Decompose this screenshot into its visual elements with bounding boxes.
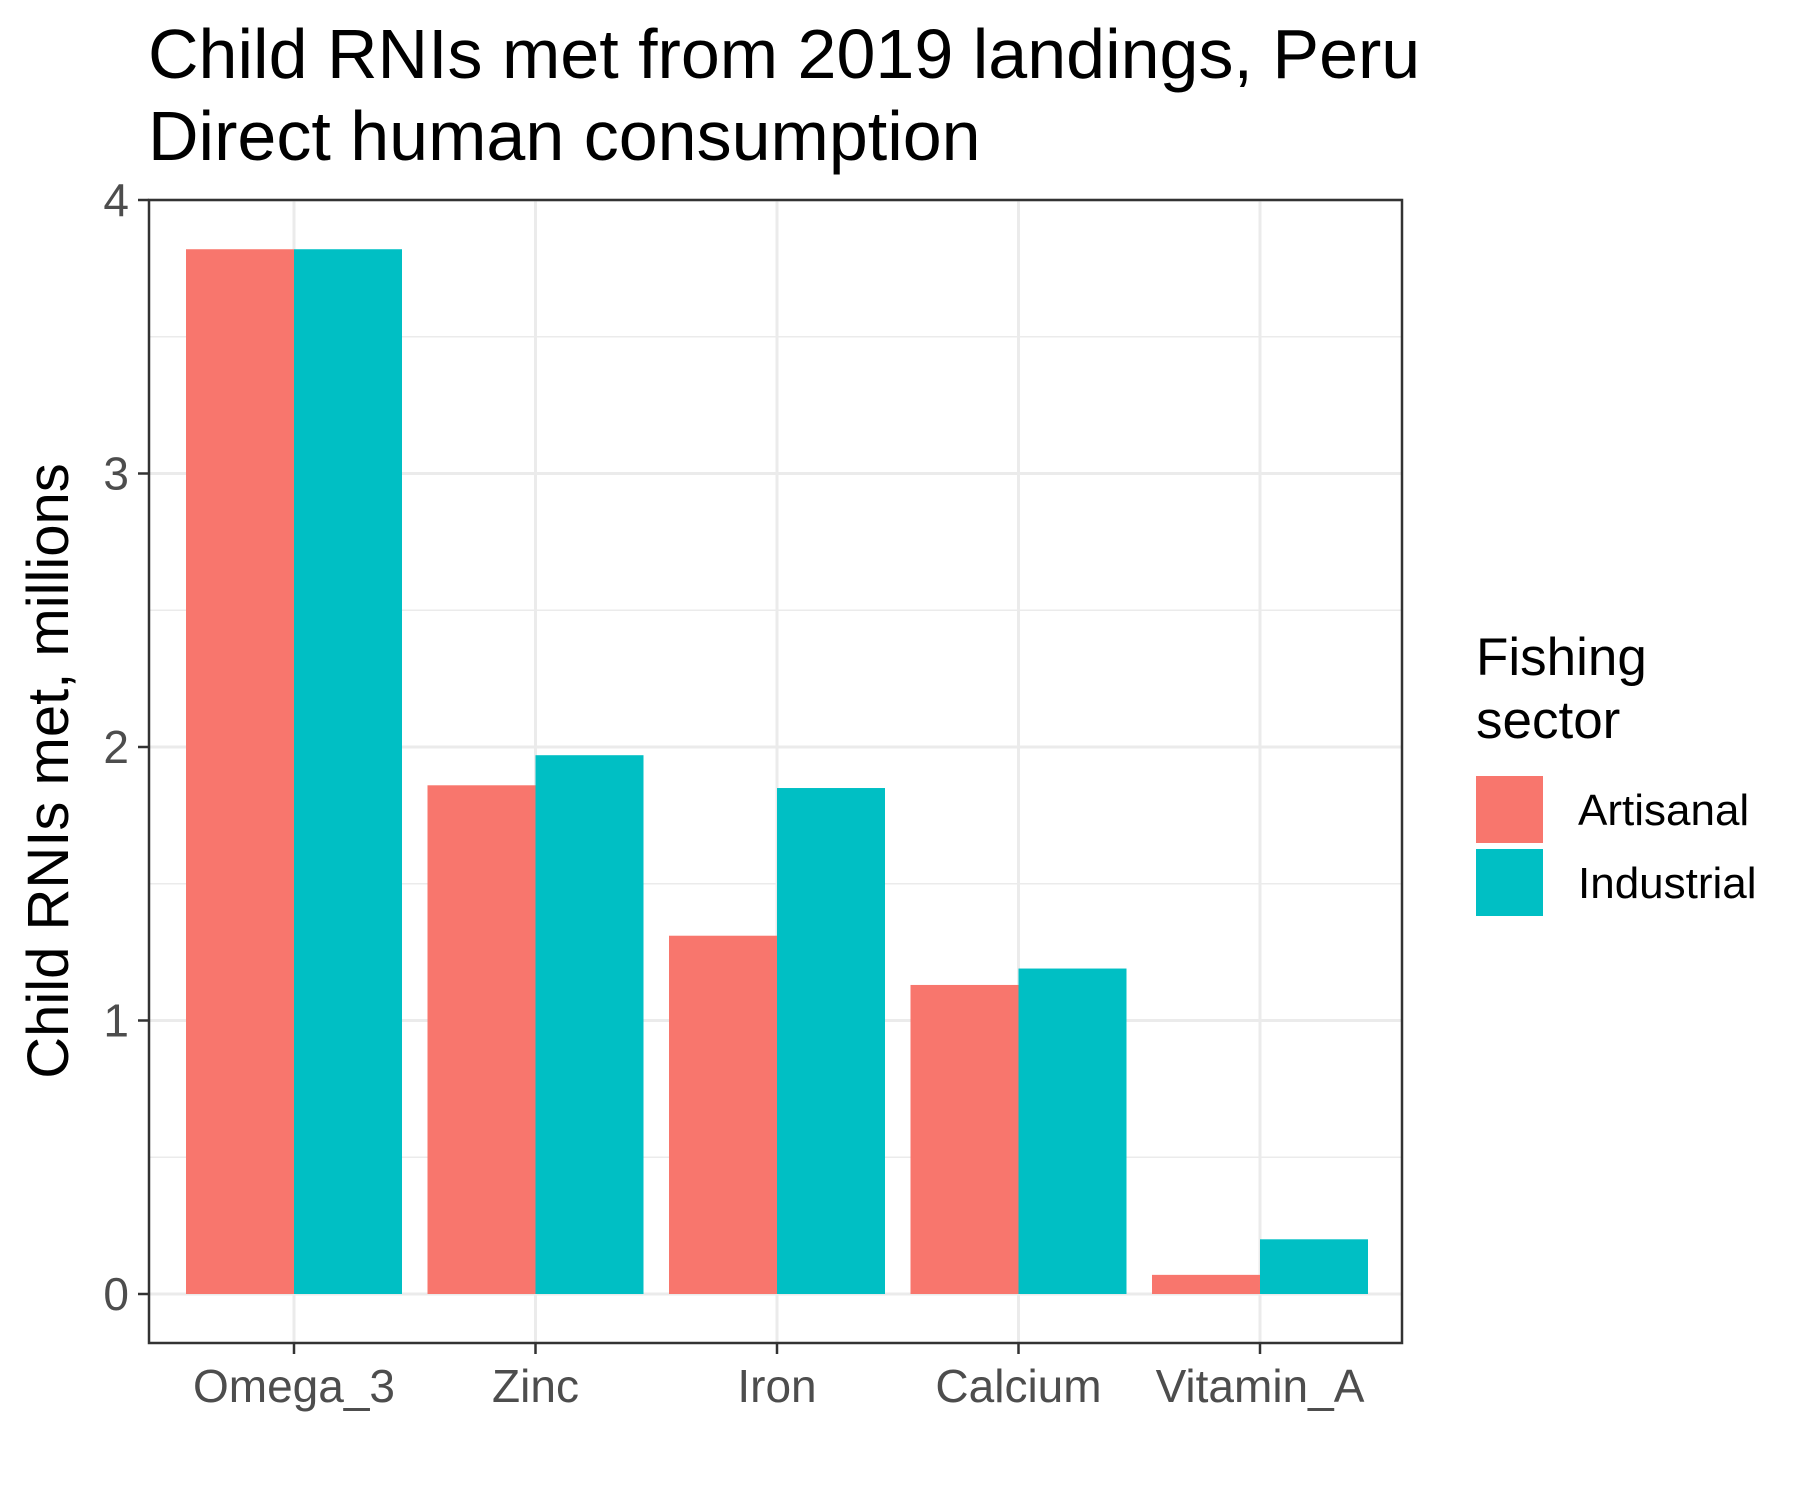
x-axis: Omega_3 Zinc Iron Calcium Vitamin_A — [193, 1343, 1365, 1412]
y-tick-label: 1 — [103, 995, 129, 1047]
bar-industrial-vitamin-a — [1260, 1239, 1368, 1294]
legend-key-industrial — [1476, 849, 1543, 916]
bars — [186, 249, 1368, 1295]
x-tick-label: Omega_3 — [193, 1360, 395, 1412]
legend-title-line2: sector — [1476, 691, 1620, 750]
bar-artisanal-calcium — [910, 984, 1019, 1294]
y-tick-label: 0 — [103, 1268, 129, 1320]
y-tick-label: 2 — [103, 721, 129, 773]
legend-key-artisanal — [1476, 776, 1543, 843]
chart-title: Child RNIs met from 2019 landings, Peru — [148, 15, 1420, 93]
y-axis-title: Child RNIs met, millions — [16, 463, 81, 1079]
bar-industrial-omega-3 — [294, 249, 402, 1295]
legend: Fishing sector Artisanal Industrial — [1476, 628, 1757, 916]
y-tick-label: 4 — [103, 174, 129, 226]
x-tick-label: Vitamin_A — [1156, 1360, 1365, 1412]
bar-artisanal-omega-3 — [186, 249, 294, 1295]
bar-industrial-zinc — [535, 755, 644, 1294]
x-tick-label: Calcium — [935, 1360, 1101, 1412]
bar-industrial-iron — [777, 788, 885, 1294]
bar-industrial-calcium — [1018, 968, 1127, 1294]
x-tick-label: Iron — [737, 1360, 816, 1412]
legend-label-industrial: Industrial — [1578, 859, 1757, 908]
bar-artisanal-iron — [669, 935, 777, 1294]
y-axis: 0 1 2 3 4 — [103, 174, 149, 1320]
plot-border — [147, 198, 1404, 1345]
bar-artisanal-zinc — [427, 785, 536, 1294]
y-tick-label: 3 — [103, 448, 129, 500]
x-tick-label: Zinc — [492, 1360, 579, 1412]
legend-title-line1: Fishing — [1476, 628, 1647, 687]
legend-label-artisanal: Artisanal — [1578, 786, 1749, 835]
bar-artisanal-vitamin-a — [1152, 1274, 1260, 1294]
chart-subtitle: Direct human consumption — [148, 97, 981, 175]
